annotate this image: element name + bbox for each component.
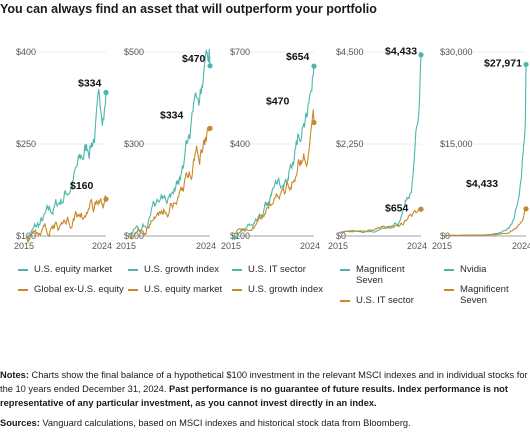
legend-label: U.S. growth index	[248, 284, 323, 295]
legend-swatch	[128, 269, 138, 271]
legend-swatch	[444, 269, 454, 271]
legend-label: Magnificent Seven	[356, 264, 405, 286]
legend-item: U.S. growth index	[128, 264, 238, 275]
series-line	[25, 195, 107, 244]
legend-swatch	[232, 269, 242, 271]
legend-swatch	[340, 300, 350, 302]
legend-item: U.S. growth index	[232, 284, 337, 295]
end-marker	[103, 89, 109, 96]
series-line	[127, 127, 211, 240]
x-tick-label: 2015	[328, 241, 348, 251]
legend-swatch	[340, 269, 350, 271]
y-tick-label: $2,250	[336, 139, 364, 149]
end-marker	[103, 196, 109, 202]
legend-swatch	[128, 289, 138, 291]
sources-label: Sources:	[0, 418, 40, 428]
end-marker	[207, 125, 213, 131]
legend-label: U.S. equity market	[34, 264, 113, 275]
series-line	[232, 66, 315, 241]
x-tick-label: 2015	[116, 241, 136, 251]
legend-1: U.S. equity market Global ex-U.S. equity	[18, 264, 128, 304]
legend-label: U.S. growth index	[144, 264, 219, 275]
series-line	[339, 54, 422, 234]
sources-text: Vanguard calculations, based on MSCI ind…	[39, 418, 411, 428]
sources: Sources: Vanguard calculations, based on…	[0, 416, 411, 430]
end-value-label: $27,971	[484, 57, 522, 69]
y-tick-label: $250	[16, 139, 36, 149]
legend-5: Nvidia Magnificent Seven	[444, 264, 528, 315]
notes-label: Notes:	[0, 370, 29, 380]
y-tick-label: $4,500	[336, 47, 364, 57]
legend-swatch	[444, 289, 454, 291]
legend-item: Global ex-U.S. equity	[18, 284, 128, 295]
notes-disclaimer: Past performance is no guarantee of futu…	[0, 384, 508, 408]
legend-2: U.S. growth index U.S. equity market	[128, 264, 238, 304]
y-tick-label: $400	[16, 47, 36, 57]
legend-item: Magnificent Seven	[444, 284, 528, 306]
series-line	[443, 64, 527, 237]
y-tick-label: $300	[124, 139, 144, 149]
end-marker	[311, 63, 317, 69]
y-tick-label: $400	[230, 139, 250, 149]
legend-label: U.S. equity market	[144, 284, 223, 295]
x-tick-label: 2024	[407, 241, 427, 251]
series-line	[232, 109, 315, 238]
legend-label: Global ex-U.S. equity	[34, 284, 124, 295]
legend-item: U.S. equity market	[18, 264, 128, 275]
end-marker	[311, 119, 317, 126]
legend-4: Magnificent Seven U.S. IT sector	[340, 264, 430, 315]
legend-label: U.S. IT sector	[356, 295, 414, 306]
y-tick-label: $500	[124, 47, 144, 57]
end-value-label: $4,433	[466, 178, 498, 190]
end-marker	[523, 206, 529, 212]
series-line	[127, 48, 211, 237]
end-value-label: $334	[78, 77, 102, 89]
x-tick-label: 2024	[92, 241, 112, 251]
legend-swatch	[18, 269, 28, 271]
y-tick-label: $30,000	[440, 47, 473, 57]
end-value-label: $654	[385, 202, 409, 214]
x-tick-label: 2024	[196, 241, 216, 251]
x-tick-label: 2024	[512, 241, 530, 251]
legend-label: U.S. IT sector	[248, 264, 306, 275]
end-marker	[418, 206, 424, 212]
notes: Notes: Charts show the final balance of …	[0, 368, 530, 410]
end-value-label: $160	[70, 180, 94, 192]
legend-label: Magnificent Seven	[460, 284, 509, 306]
legend-item: U.S. equity market	[128, 284, 238, 295]
legend-3: U.S. IT sector U.S. growth index	[232, 264, 337, 304]
legend-item: U.S. IT sector	[340, 295, 430, 306]
series-line	[25, 89, 107, 241]
legend-item: U.S. IT sector	[232, 264, 337, 275]
notes-text: Charts show the final balance of a hypot…	[0, 370, 528, 394]
x-tick-label: 2015	[221, 241, 241, 251]
legend-item: Magnificent Seven	[340, 264, 430, 286]
legend-label: Nvidia	[460, 264, 487, 275]
x-tick-label: 2024	[300, 241, 320, 251]
x-tick-label: 2015	[14, 241, 34, 251]
end-marker	[418, 52, 424, 58]
end-value-label: $4,433	[385, 46, 417, 58]
series-line	[444, 206, 527, 236]
legend-swatch	[18, 289, 28, 291]
end-value-label: $334	[160, 109, 184, 121]
y-tick-label: $700	[230, 47, 250, 57]
legend-item: Nvidia	[444, 264, 528, 275]
series-line	[339, 207, 421, 233]
end-value-label: $470	[266, 96, 290, 108]
end-marker	[523, 61, 529, 68]
end-marker	[207, 63, 213, 69]
end-value-label: $654	[286, 51, 310, 63]
x-tick-label: 2015	[432, 241, 452, 251]
end-value-label: $470	[182, 53, 206, 65]
chart-title: You can always find an asset that will o…	[0, 2, 377, 16]
legend-swatch	[232, 289, 242, 291]
y-tick-label: $15,000	[440, 139, 473, 149]
